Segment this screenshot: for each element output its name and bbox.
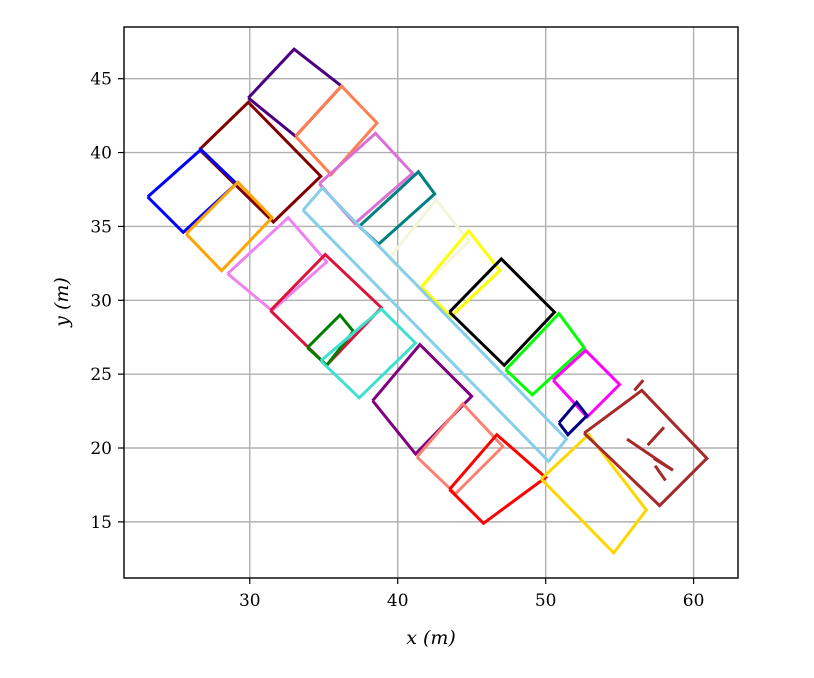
series-line [226, 215, 329, 313]
y-tick-label: 40 [90, 144, 112, 164]
x-tick-label: 60 [683, 591, 705, 611]
plot-frame [123, 26, 739, 579]
series-line [198, 100, 323, 225]
x-tick-label: 50 [535, 591, 557, 611]
series-line [146, 147, 239, 235]
series-line [269, 252, 384, 368]
series-line [294, 83, 380, 177]
y-tick-label: 30 [90, 291, 112, 311]
series-line [420, 228, 502, 319]
x-tick-label: 40 [387, 591, 409, 611]
x-tick-label: 30 [239, 591, 261, 611]
series-line [371, 342, 474, 457]
series-line [247, 47, 344, 139]
series-line [185, 179, 275, 273]
series-line [504, 311, 587, 397]
series-group [146, 47, 709, 556]
y-tick-label: 45 [90, 70, 112, 90]
series-line [448, 432, 549, 526]
series-line [318, 131, 415, 226]
y-axis-label: y (m) [51, 277, 73, 328]
series-line [633, 379, 645, 392]
series-line [583, 388, 709, 508]
series-line [448, 256, 557, 368]
series-line [540, 432, 649, 556]
ticks: 30 40 50 60 15 20 25 30 35 40 45 [90, 70, 704, 611]
series-line [626, 437, 674, 472]
series-line [557, 399, 590, 437]
x-axis-label: x (m) [406, 627, 456, 649]
y-tick-label: 15 [90, 513, 112, 533]
y-tick-label: 35 [90, 217, 112, 237]
grid [124, 27, 738, 578]
series-line [301, 185, 569, 464]
series-line [319, 307, 418, 400]
y-tick-label: 25 [90, 365, 112, 385]
y-tick-label: 20 [90, 439, 112, 459]
series-line [653, 464, 667, 482]
series-line [646, 426, 666, 447]
series-line [551, 348, 622, 420]
series-line [415, 401, 505, 496]
